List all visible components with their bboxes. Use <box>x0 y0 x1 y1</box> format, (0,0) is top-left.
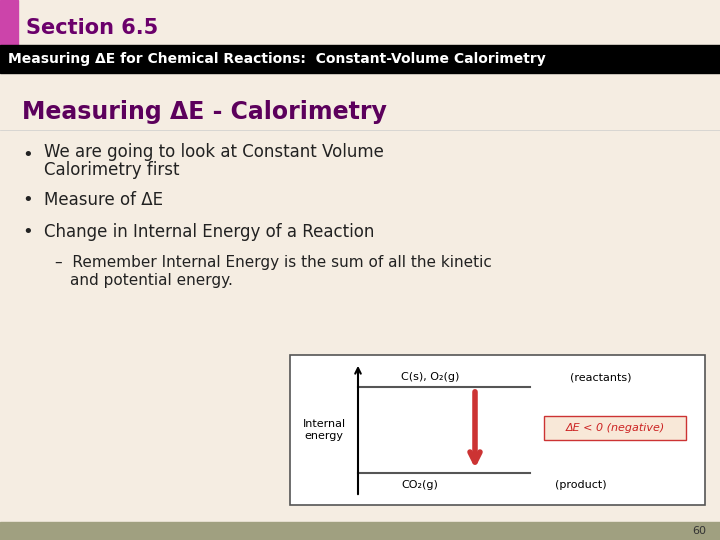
Text: CO₂(g): CO₂(g) <box>402 480 438 490</box>
Bar <box>0 0 18 45</box>
Text: and potential energy.: and potential energy. <box>70 273 233 287</box>
Bar <box>0 522 720 540</box>
Text: Section 6.5: Section 6.5 <box>26 18 158 38</box>
Text: •: • <box>22 191 32 209</box>
Text: 60: 60 <box>692 526 706 536</box>
Text: (reactants): (reactants) <box>570 372 631 382</box>
Text: •: • <box>22 146 32 164</box>
Text: Measuring ΔE - Calorimetry: Measuring ΔE - Calorimetry <box>22 100 387 124</box>
Text: (product): (product) <box>555 480 607 490</box>
Text: •: • <box>22 223 32 241</box>
Text: We are going to look at Constant Volume: We are going to look at Constant Volume <box>44 143 384 161</box>
Text: Change in Internal Energy of a Reaction: Change in Internal Energy of a Reaction <box>44 223 374 241</box>
Bar <box>0 0 720 45</box>
Bar <box>0 45 720 73</box>
Text: –  Remember Internal Energy is the sum of all the kinetic: – Remember Internal Energy is the sum of… <box>55 254 492 269</box>
FancyBboxPatch shape <box>544 416 686 440</box>
Text: Measuring ΔE for Chemical Reactions:  Constant-Volume Calorimetry: Measuring ΔE for Chemical Reactions: Con… <box>8 52 546 66</box>
Bar <box>0 73 720 525</box>
Text: Measure of ΔE: Measure of ΔE <box>44 191 163 209</box>
Bar <box>290 355 705 505</box>
Text: C(s), O₂(g): C(s), O₂(g) <box>401 372 459 382</box>
Text: Calorimetry first: Calorimetry first <box>44 161 179 179</box>
Text: Internal
energy: Internal energy <box>302 419 346 441</box>
Text: ΔE < 0 (negative): ΔE < 0 (negative) <box>565 423 665 433</box>
